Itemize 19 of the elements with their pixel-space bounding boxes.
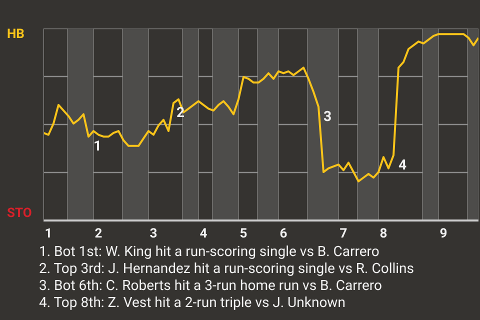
x-tick-label: 1 bbox=[44, 226, 52, 242]
annotation: 3 bbox=[324, 108, 332, 125]
text: STO bbox=[7, 205, 32, 223]
annotation: 4 bbox=[398, 157, 407, 174]
x-tick-label: 9 bbox=[440, 226, 448, 242]
text: 4. Top 8th: Z. Vest hit a 2-run triple vs J. Unknown bbox=[39, 295, 346, 312]
text: 1. Bot 1st: W. King hit a run-scoring single vs B. Carrero bbox=[39, 244, 380, 261]
x-tick-label: 5 bbox=[240, 226, 248, 242]
text: 2. Top 3rd: J. Hernandez hit a run-scoring single vs R. Collins bbox=[39, 261, 414, 278]
x-tick-label: 3 bbox=[150, 226, 158, 242]
x-tick-label: 6 bbox=[280, 226, 288, 242]
annotation: 1 bbox=[94, 138, 102, 155]
x-tick-label: 7 bbox=[340, 226, 348, 242]
x-tick-label: 8 bbox=[380, 226, 388, 242]
annotation: 2 bbox=[176, 105, 185, 122]
text: HB bbox=[7, 26, 24, 44]
x-tick-label: 4 bbox=[200, 226, 208, 242]
text: 3. Bot 6th: C. Roberts hit a 3-run home run vs B. Carrero bbox=[39, 278, 384, 295]
x-tick-label: 2 bbox=[94, 226, 102, 242]
